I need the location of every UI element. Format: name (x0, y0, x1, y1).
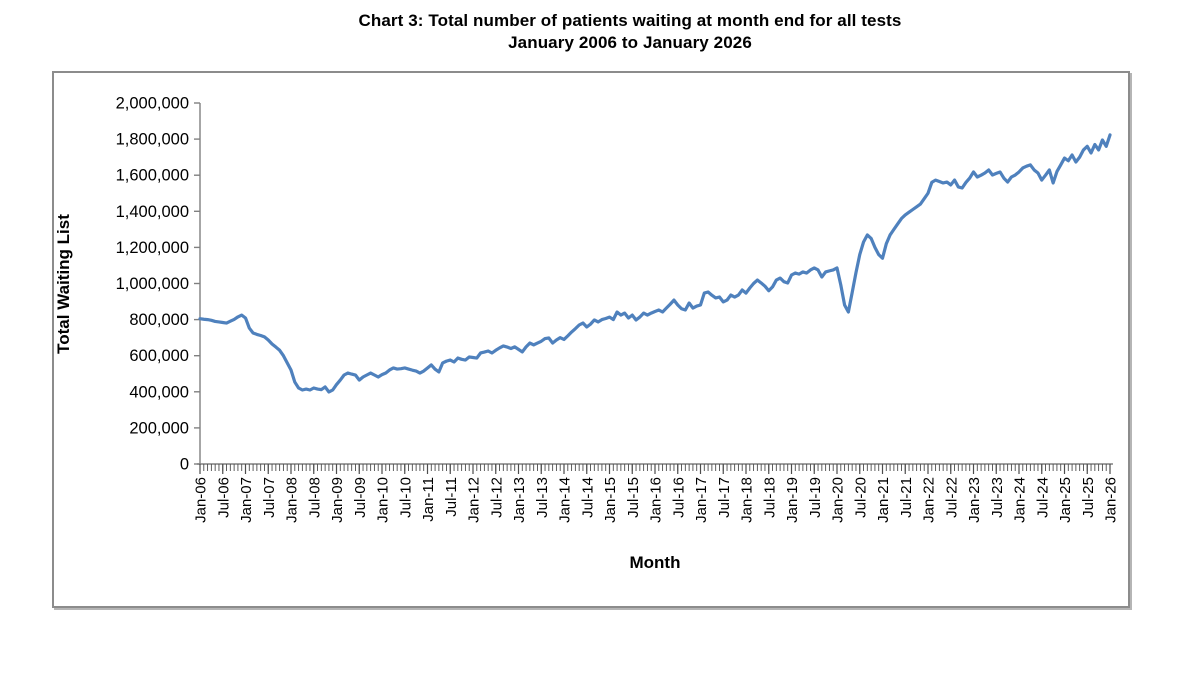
x-tick-label: Jul-14 (579, 477, 596, 518)
y-tick-label: 1,000,000 (116, 275, 189, 293)
x-tick-label: Jan-06 (193, 477, 210, 523)
x-tick-label: Jan-21 (875, 477, 892, 523)
y-tick-label: 600,000 (129, 347, 189, 365)
y-tick-label: 800,000 (129, 311, 189, 329)
x-tick-label: Jan-12 (466, 477, 483, 523)
x-tick-label: Jul-19 (807, 477, 824, 518)
x-tick-label: Jul-20 (852, 477, 869, 518)
y-tick-label: 400,000 (129, 383, 189, 401)
x-tick-label: Jul-10 (397, 477, 414, 518)
x-tick-label: Jul-21 (898, 477, 915, 518)
x-tick-label: Jan-19 (784, 477, 801, 523)
x-tick-label: Jul-09 (352, 477, 369, 518)
x-tick-label: Jan-23 (966, 477, 983, 523)
x-tick-label: Jul-17 (716, 477, 733, 518)
y-tick-label: 200,000 (129, 419, 189, 437)
series-line-total-waiting-list (198, 133, 1112, 394)
x-tick-label: Jul-23 (989, 477, 1006, 518)
x-tick-label: Jan-26 (1103, 477, 1120, 523)
y-tick-label: 1,200,000 (116, 239, 189, 257)
x-tick-label: Jan-22 (921, 477, 938, 523)
x-tick-label: Jan-24 (1012, 477, 1029, 523)
x-axis-title: Month (630, 553, 681, 572)
x-tick-label: Jul-11 (443, 477, 460, 517)
x-tick-label: Jan-10 (375, 477, 392, 523)
y-axis-title: Total Waiting List (54, 214, 73, 354)
y-tick-label: 2,000,000 (116, 95, 189, 113)
x-tick-label: Jul-08 (306, 477, 323, 518)
y-tick-label: 1,400,000 (116, 203, 189, 221)
x-tick-label: Jan-07 (238, 477, 255, 523)
x-tick-label: Jan-16 (648, 477, 665, 523)
x-tick-label: Jan-17 (693, 477, 710, 523)
chart-title: Chart 3: Total number of patients waitin… (55, 10, 1200, 54)
chart-title-line1: Chart 3: Total number of patients waitin… (358, 11, 902, 30)
x-tick-label: Jan-08 (284, 477, 301, 523)
y-tick-label: 1,600,000 (116, 167, 189, 185)
y-tick-label: 1,800,000 (116, 131, 189, 149)
x-tick-label: Jul-22 (943, 477, 960, 518)
x-tick-label: Jan-09 (329, 477, 346, 523)
x-tick-label: Jan-25 (1057, 477, 1074, 523)
x-tick-label: Jul-24 (1034, 477, 1051, 518)
x-tick-label: Jan-15 (602, 477, 619, 523)
y-tick-label: 0 (180, 456, 189, 474)
chart-title-line2: January 2006 to January 2026 (508, 33, 752, 52)
x-tick-label: Jul-13 (534, 477, 551, 518)
x-tick-label: Jan-20 (830, 477, 847, 523)
chart-frame (52, 71, 1130, 608)
x-tick-label: Jan-13 (511, 477, 528, 523)
x-tick-label: Jul-18 (761, 477, 778, 518)
x-tick-label: Jul-15 (625, 477, 642, 518)
x-tick-label: Jan-11 (420, 477, 437, 522)
x-tick-label: Jul-16 (670, 477, 687, 518)
x-tick-label: Jul-12 (488, 477, 505, 518)
x-tick-label: Jul-06 (215, 477, 232, 518)
x-tick-label: Jan-18 (739, 477, 756, 523)
x-tick-label: Jul-07 (261, 477, 278, 518)
x-tick-label: Jan-14 (557, 477, 574, 523)
x-tick-label: Jul-25 (1080, 477, 1097, 518)
